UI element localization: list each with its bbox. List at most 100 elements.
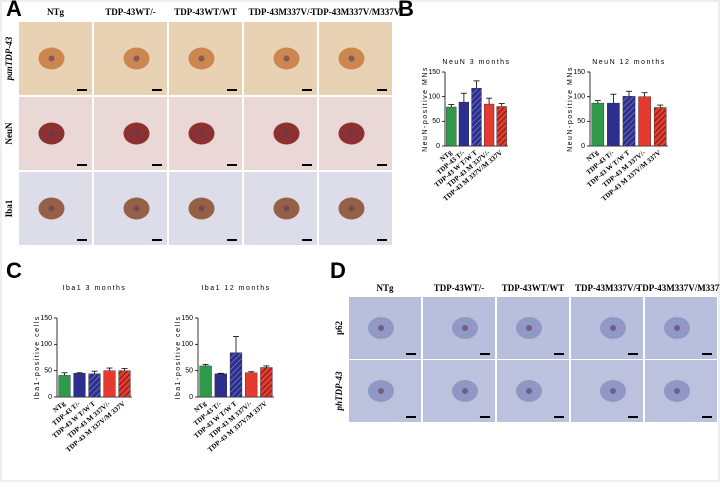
bar [496, 106, 507, 147]
y-tick-label: 0 [48, 394, 52, 401]
bar [199, 365, 212, 398]
bar [607, 102, 620, 147]
nucleus [198, 55, 205, 62]
bar [260, 367, 273, 398]
y-tick-label: 50 [577, 118, 585, 125]
column-label: TDP-43WT/WT [174, 7, 237, 17]
bar [58, 375, 71, 398]
panel-label: B [398, 0, 414, 21]
nucleus [378, 388, 384, 394]
nucleus [674, 325, 680, 331]
y-tick-label: 100 [181, 341, 193, 348]
scale-bar [702, 416, 712, 418]
scale-bar [406, 416, 416, 418]
bar [73, 373, 86, 398]
chart-title: NeuN 12 months [592, 59, 666, 66]
column-label: TDP-43M337V/- [575, 283, 639, 293]
y-tick-label: 0 [189, 394, 193, 401]
bar [471, 88, 482, 147]
scale-bar [227, 89, 237, 91]
scale-bar [152, 164, 162, 166]
y-tick-label: 50 [432, 118, 440, 125]
row-label: panTDP-43 [4, 36, 14, 81]
scale-bar [628, 353, 638, 355]
chart-title: Iba1 12 months [201, 285, 270, 292]
row-label: Iba1 [4, 199, 14, 217]
y-axis-label: Iba1-positive cells [175, 315, 182, 399]
nucleus [674, 388, 680, 394]
column-label: TDP-43WT/WT [502, 283, 565, 293]
bar [245, 372, 258, 398]
scale-bar [480, 416, 490, 418]
scale-bar [406, 353, 416, 355]
scale-bar [152, 89, 162, 91]
scale-bar [152, 239, 162, 241]
bar [591, 102, 605, 147]
nucleus [283, 130, 290, 137]
y-tick-label: 0 [581, 143, 585, 150]
y-tick-label: 100 [40, 341, 52, 348]
nucleus [198, 205, 205, 212]
chart-title: Iba1 3 months [63, 285, 127, 292]
scale-bar [480, 353, 490, 355]
bar [622, 95, 636, 147]
nucleus [48, 55, 55, 62]
column-label: TDP-43WT/- [434, 283, 485, 293]
panel-label: A [6, 0, 22, 21]
scale-bar [554, 416, 564, 418]
y-tick-label: 50 [44, 368, 52, 375]
bar [118, 370, 131, 398]
nucleus [198, 130, 205, 137]
scale-bar [377, 89, 387, 91]
scale-bar [227, 239, 237, 241]
y-axis-label: NeuN-positive MNs [422, 66, 429, 152]
row-label: p62 [334, 321, 344, 336]
scale-bar [77, 89, 87, 91]
nucleus [610, 388, 616, 394]
nucleus [526, 325, 532, 331]
bar [653, 107, 667, 147]
nucleus [378, 325, 384, 331]
nucleus [48, 205, 55, 212]
scale-bar [77, 164, 87, 166]
y-tick-label: 50 [185, 368, 193, 375]
y-tick-label: 100 [428, 94, 440, 101]
bar [229, 352, 243, 398]
scale-bar [302, 89, 312, 91]
scale-bar [302, 164, 312, 166]
scale-bar [377, 164, 387, 166]
bar [458, 101, 470, 147]
scale-bar [227, 164, 237, 166]
y-tick-label: 100 [573, 94, 585, 101]
bar [483, 103, 495, 147]
nucleus [462, 325, 468, 331]
nucleus [133, 205, 140, 212]
nucleus [348, 205, 355, 212]
nucleus [526, 388, 532, 394]
nucleus [610, 325, 616, 331]
column-label: TDP-43M337V/M337V [636, 283, 720, 293]
y-tick-label: 150 [573, 69, 585, 76]
nucleus [462, 388, 468, 394]
nucleus [348, 130, 355, 137]
column-label: TDP-43M337V/- [249, 7, 313, 17]
nucleus [133, 55, 140, 62]
chart-title: NeuN 3 months [442, 59, 510, 66]
column-label: TDP-43M337V/M337V [311, 7, 401, 17]
column-label: TDP-43WT/- [105, 7, 156, 17]
nucleus [283, 55, 290, 62]
column-label: NTg [47, 7, 65, 17]
scale-bar [554, 353, 564, 355]
y-axis-label: NeuN-positive MNs [567, 66, 574, 152]
row-label: NeuN [4, 122, 14, 144]
nucleus [48, 130, 55, 137]
scale-bar [702, 353, 712, 355]
bar [638, 96, 651, 147]
column-label: NTg [376, 283, 394, 293]
nucleus [348, 55, 355, 62]
panel-label: D [330, 258, 346, 283]
y-tick-label: 150 [40, 315, 52, 322]
nucleus [283, 205, 290, 212]
bar [446, 106, 457, 147]
